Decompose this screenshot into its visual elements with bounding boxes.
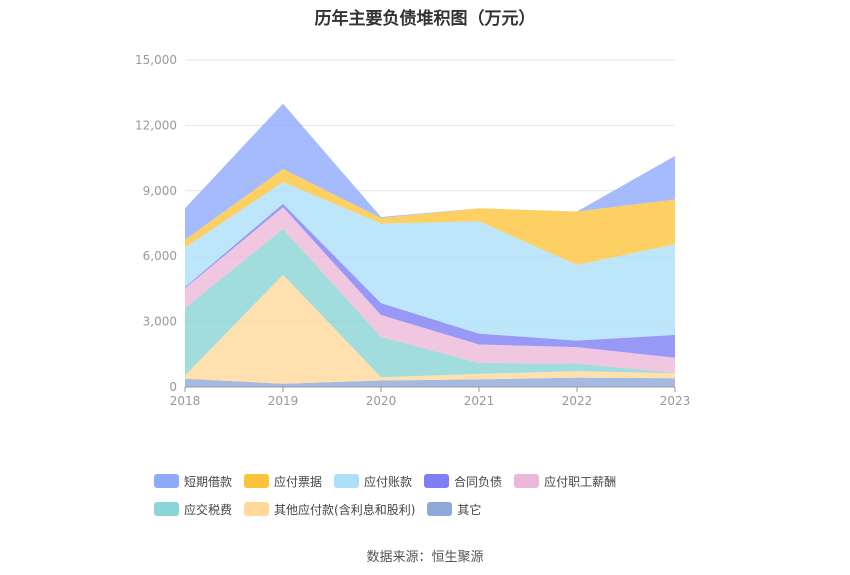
legend-label: 应付账款 xyxy=(364,474,413,489)
legend-swatch xyxy=(244,502,270,516)
legend-label: 应交税费 xyxy=(184,502,233,517)
area-series[interactable] xyxy=(185,377,675,387)
y-tick-label: 3,000 xyxy=(143,315,177,329)
legend-item[interactable]: 应付票据 xyxy=(244,472,322,490)
y-tick-label: 6,000 xyxy=(143,249,177,263)
legend-swatch xyxy=(244,474,270,488)
legend-swatch xyxy=(424,474,450,488)
data-source-note: 数据来源：恒生聚源 xyxy=(366,550,484,565)
x-tick-label: 2019 xyxy=(268,394,299,408)
x-tick-label: 2022 xyxy=(562,394,593,408)
legend-label: 应付职工薪酬 xyxy=(544,474,617,489)
legend-label: 合同负债 xyxy=(454,474,503,489)
legend-item[interactable]: 合同负债 xyxy=(424,472,502,490)
legend-item[interactable]: 应交税费 xyxy=(154,500,232,518)
area-series[interactable] xyxy=(185,228,675,378)
legend-item[interactable]: 短期借款 xyxy=(154,472,232,490)
legend-swatch xyxy=(427,502,453,516)
legend-label: 应付票据 xyxy=(274,474,323,489)
chart-legend: 短期借款 应付票据 应付账款 合同负债 应付职工薪酬应交税费 其他应付款(含利息和股利) 其… xyxy=(154,472,714,518)
area-series[interactable] xyxy=(185,274,675,384)
legend-item[interactable]: 应付职工薪酬 xyxy=(514,472,616,490)
legend-label: 短期借款 xyxy=(184,474,233,489)
legend-item[interactable]: 其他应付款(含利息和股利) xyxy=(244,500,415,518)
y-tick-label: 15,000 xyxy=(135,53,177,67)
area-series[interactable] xyxy=(185,203,675,358)
y-tick-label: 9,000 xyxy=(143,184,177,198)
x-tick-label: 2023 xyxy=(660,394,691,408)
x-tick-label: 2018 xyxy=(170,394,201,408)
legend-swatch xyxy=(514,474,540,488)
y-tick-label: 0 xyxy=(169,380,177,394)
chart-title: 历年主要负债堆积图（万元） xyxy=(314,9,536,29)
legend-item[interactable]: 应付账款 xyxy=(334,472,412,490)
legend-label: 其它 xyxy=(457,502,482,517)
area-series[interactable] xyxy=(185,169,675,265)
legend-item[interactable]: 其它 xyxy=(427,500,481,518)
legend-swatch xyxy=(154,474,179,488)
area-series[interactable] xyxy=(185,207,675,374)
x-tick-label: 2021 xyxy=(464,394,495,408)
area-series[interactable] xyxy=(185,182,675,341)
x-tick-label: 2020 xyxy=(366,394,397,408)
legend-swatch xyxy=(154,502,179,516)
y-tick-label: 12,000 xyxy=(135,118,177,132)
legend-swatch xyxy=(334,474,360,488)
area-series[interactable] xyxy=(185,103,675,240)
legend-label: 其他应付款(含利息和股利) xyxy=(274,502,416,517)
